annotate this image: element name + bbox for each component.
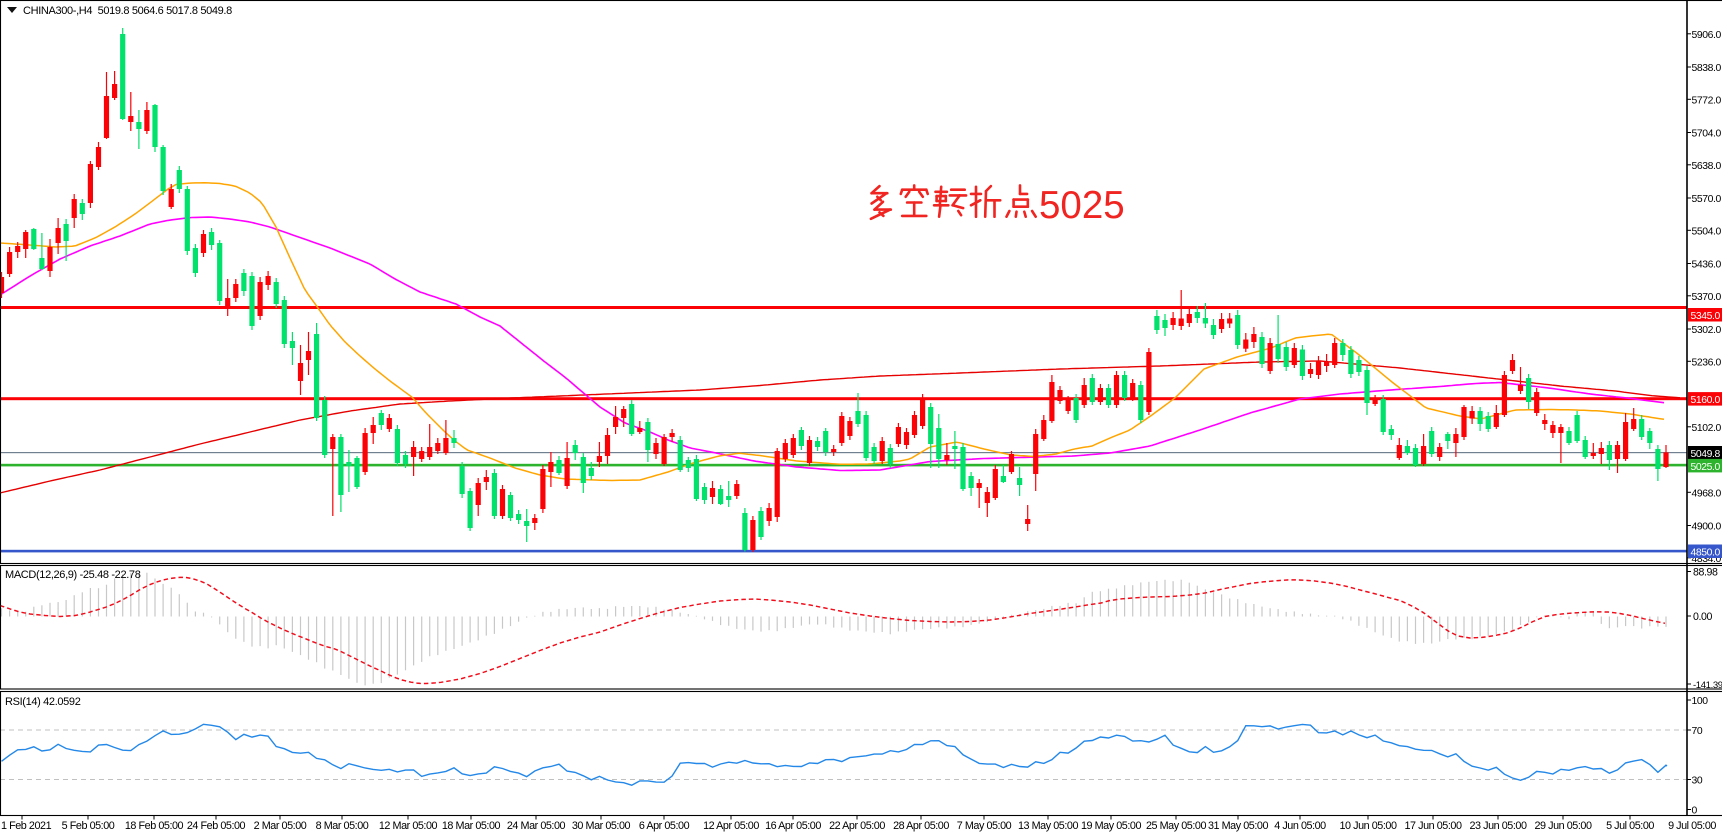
svg-text:24 Feb 05:00: 24 Feb 05:00 [187,820,246,832]
svg-text:17 Jun 05:00: 17 Jun 05:00 [1404,820,1461,832]
svg-text:5 Feb 05:00: 5 Feb 05:00 [62,820,115,832]
svg-text:5772.0: 5772.0 [1692,95,1722,106]
svg-text:5436.0: 5436.0 [1692,260,1722,271]
svg-text:5638.0: 5638.0 [1692,161,1722,172]
svg-text:31 May 05:00: 31 May 05:00 [1208,820,1268,832]
svg-text:25 May 05:00: 25 May 05:00 [1146,820,1206,832]
svg-text:5160.0: 5160.0 [1691,395,1721,406]
svg-text:5838.0: 5838.0 [1692,63,1722,74]
svg-text:12 Apr 05:00: 12 Apr 05:00 [703,820,759,832]
svg-text:12 Mar 05:00: 12 Mar 05:00 [379,820,438,832]
svg-text:22 Apr 05:00: 22 Apr 05:00 [829,820,885,832]
svg-text:5345.0: 5345.0 [1691,311,1721,322]
svg-text:70: 70 [1692,726,1703,737]
svg-text:5025: 5025 [1039,184,1125,227]
svg-text:-141.39: -141.39 [1693,680,1722,691]
svg-text:9 Jul 05:00: 9 Jul 05:00 [1668,820,1716,832]
svg-text:6 Apr 05:00: 6 Apr 05:00 [639,820,690,832]
svg-text:7 May 05:00: 7 May 05:00 [957,820,1012,832]
svg-text:28 Apr 05:00: 28 Apr 05:00 [893,820,949,832]
svg-text:5049.8: 5049.8 [1691,449,1721,460]
svg-text:18 Feb 05:00: 18 Feb 05:00 [125,820,184,832]
svg-text:4850.0: 4850.0 [1691,548,1721,559]
svg-text:19 May 05:00: 19 May 05:00 [1081,820,1141,832]
svg-text:0.00: 0.00 [1693,611,1713,623]
svg-text:88.98: 88.98 [1693,567,1718,579]
svg-text:RSI(14) 42.0592: RSI(14) 42.0592 [5,696,81,708]
svg-text:5906.0: 5906.0 [1692,30,1722,41]
svg-text:13 May 05:00: 13 May 05:00 [1018,820,1078,832]
svg-text:5 Jul 05:00: 5 Jul 05:00 [1606,820,1654,832]
svg-text:10 Jun 05:00: 10 Jun 05:00 [1339,820,1396,832]
svg-text:5302.0: 5302.0 [1692,325,1722,336]
svg-text:5102.0: 5102.0 [1692,423,1722,434]
svg-text:23 Jun 05:00: 23 Jun 05:00 [1469,820,1526,832]
svg-text:5236.0: 5236.0 [1692,357,1722,368]
svg-text:5704.0: 5704.0 [1692,129,1722,140]
svg-text:29 Jun 05:00: 29 Jun 05:00 [1534,820,1591,832]
svg-text:MACD(12,26,9) -25.48 -22.78: MACD(12,26,9) -25.48 -22.78 [5,569,141,581]
svg-text:5025.0: 5025.0 [1691,462,1721,473]
svg-text:5504.0: 5504.0 [1692,226,1722,237]
svg-text:5370.0: 5370.0 [1692,292,1722,303]
svg-text:8 Mar 05:00: 8 Mar 05:00 [316,820,369,832]
svg-text:CHINA300-,H4 5019.8 5064.6 50: CHINA300-,H4 5019.8 5064.6 5017.8 5049.8 [23,5,232,17]
svg-text:4900.0: 4900.0 [1692,522,1722,533]
svg-text:5570.0: 5570.0 [1692,194,1722,205]
svg-text:2 Mar 05:00: 2 Mar 05:00 [254,820,307,832]
svg-text:16 Apr 05:00: 16 Apr 05:00 [765,820,821,832]
svg-text:4968.0: 4968.0 [1692,488,1722,499]
svg-text:24 Mar 05:00: 24 Mar 05:00 [507,820,566,832]
svg-text:4834.0: 4834.0 [1692,554,1722,565]
svg-text:18 Mar 05:00: 18 Mar 05:00 [442,820,501,832]
svg-text:100: 100 [1692,696,1709,707]
svg-text:0: 0 [1692,806,1698,817]
svg-text:1 Feb 2021: 1 Feb 2021 [1,820,52,832]
svg-text:30: 30 [1692,776,1703,787]
svg-text:30 Mar 05:00: 30 Mar 05:00 [572,820,631,832]
svg-text:4 Jun 05:00: 4 Jun 05:00 [1274,820,1326,832]
